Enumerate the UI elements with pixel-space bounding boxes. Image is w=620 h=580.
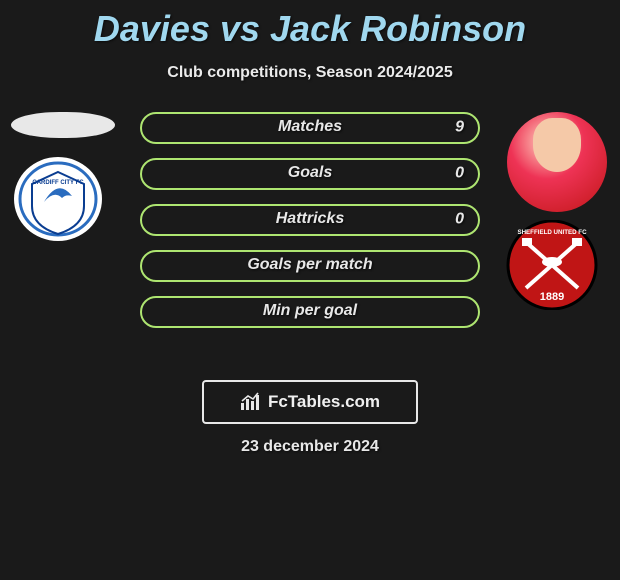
right-column: 1889 SHEFFIELD UNITED FC: [502, 112, 612, 315]
stat-bars: Matches 9 Goals 0 Hattricks 0 Goals per …: [140, 112, 480, 342]
stat-value-right: 0: [455, 165, 464, 183]
chart-icon: [240, 392, 262, 412]
stat-bar-goals: Goals 0: [140, 158, 480, 190]
stat-label: Hattricks: [142, 210, 478, 228]
subtitle: Club competitions, Season 2024/2025: [0, 64, 620, 82]
svg-text:SHEFFIELD UNITED FC: SHEFFIELD UNITED FC: [517, 229, 587, 236]
stat-label: Goals: [142, 164, 478, 182]
club-crest-left: CARDIFF CITY FC: [8, 154, 108, 244]
stat-value-right: 0: [455, 211, 464, 229]
stat-label: Min per goal: [142, 302, 478, 320]
stat-value-right: 9: [455, 119, 464, 137]
crest-year: 1889: [540, 291, 564, 303]
stat-bar-matches: Matches 9: [140, 112, 480, 144]
club-crest-right: 1889 SHEFFIELD UNITED FC: [502, 220, 602, 310]
date-label: 23 december 2024: [0, 438, 620, 456]
watermark-text: FcTables.com: [268, 392, 380, 412]
stat-label: Goals per match: [142, 256, 478, 274]
svg-text:CARDIFF CITY FC: CARDIFF CITY FC: [32, 180, 84, 186]
comparison-panel: CARDIFF CITY FC 1889 SHEFFIELD UNITED FC…: [0, 112, 620, 372]
watermark: FcTables.com: [202, 380, 418, 424]
stat-bar-goals-per-match: Goals per match: [140, 250, 480, 282]
player-avatar-right: [507, 112, 607, 212]
stat-bar-hattricks: Hattricks 0: [140, 204, 480, 236]
stat-label: Matches: [142, 118, 478, 136]
stat-bar-min-per-goal: Min per goal: [140, 296, 480, 328]
left-column: CARDIFF CITY FC: [8, 112, 118, 249]
page-title: Davies vs Jack Robinson: [0, 0, 620, 50]
player-avatar-left: [11, 112, 115, 138]
